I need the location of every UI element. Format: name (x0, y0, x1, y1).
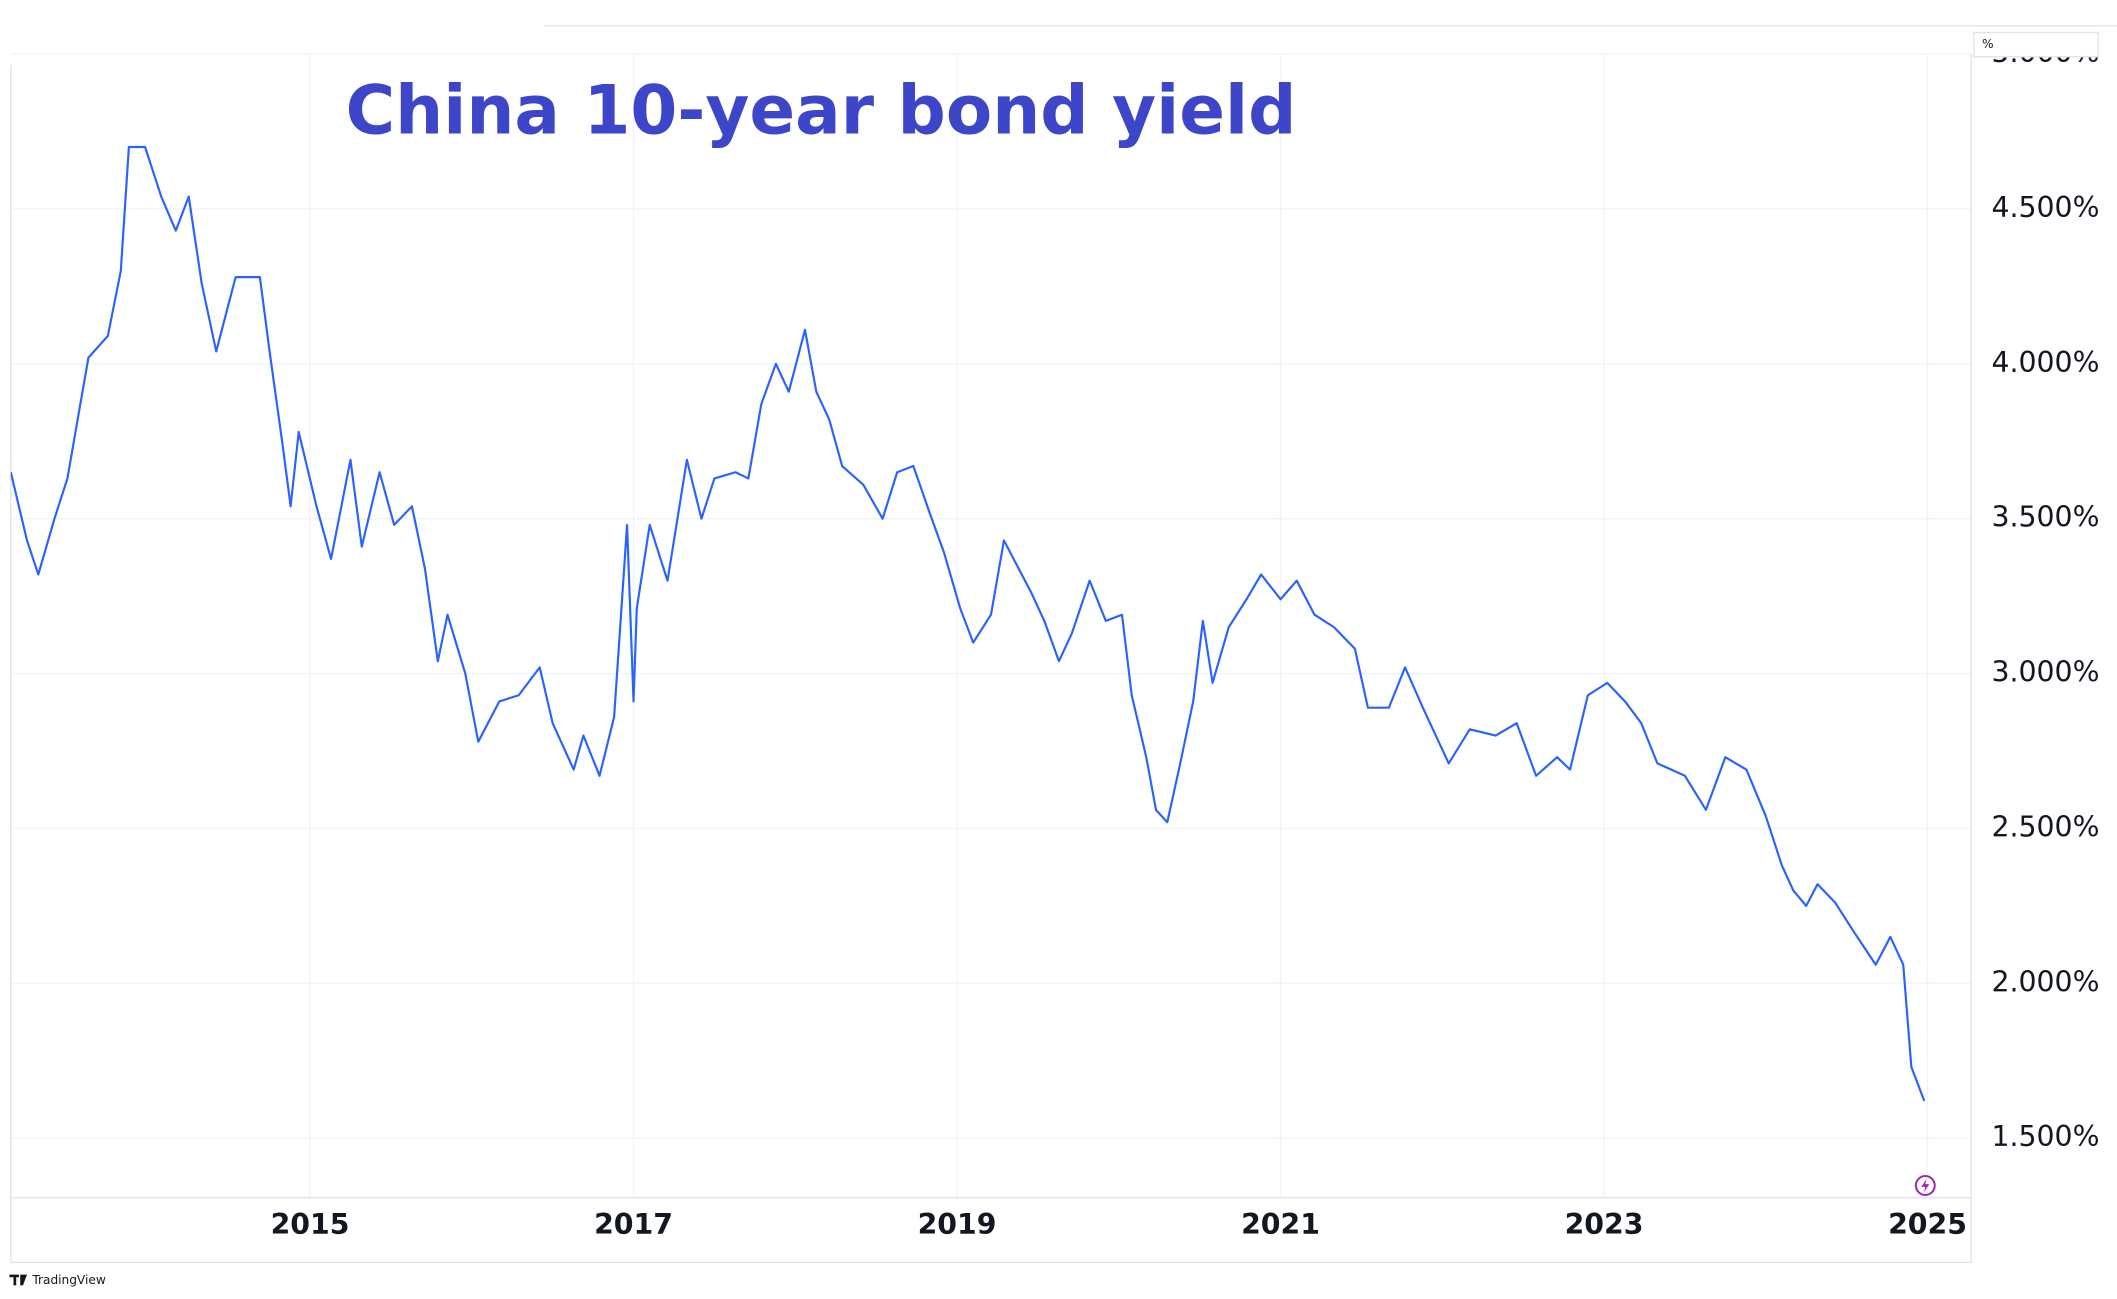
x-tick-label: 2015 (271, 1208, 350, 1241)
unit-box (1973, 31, 2099, 58)
y-tick-label: 2.000% (1991, 965, 2099, 998)
y-tick-label: 4.000% (1991, 346, 2099, 379)
y-tick-label: 2.500% (1991, 810, 2099, 843)
x-tick-label: 2025 (1888, 1208, 1967, 1241)
watermark: TradingView (31, 1273, 105, 1287)
unit-label: % (1982, 37, 1994, 51)
x-tick-label: 2021 (1241, 1208, 1320, 1241)
y-tick-label: 1.500% (1991, 1120, 2099, 1153)
plot (10, 145, 1926, 1102)
y-tick-label: 3.000% (1991, 656, 2099, 689)
x-tick-label: 2017 (594, 1208, 673, 1241)
chart-title: China 10-year bond yield (346, 70, 1297, 149)
y-tick-label: 3.500% (1991, 501, 2099, 534)
y-tick-label: 4.500% (1991, 191, 2099, 224)
y-axis: 1.500% 2.000% 2.500% 3.000% 3.500% 4.000% 4.50… (1991, 36, 2099, 1153)
logo (9, 1274, 28, 1286)
event-icon-bolt (1921, 1178, 1930, 1193)
x-axis: 2015 2017 2019 2021 2023 2025 (271, 1208, 1967, 1241)
x-tick-label: 2023 (1565, 1208, 1644, 1241)
x-tick-label: 2019 (918, 1208, 997, 1241)
grid (10, 53, 1972, 1198)
line-series (10, 145, 1926, 1102)
y-tick-label: 5.000% (1991, 36, 2099, 69)
event-icon[interactable] (1914, 1175, 1936, 1196)
